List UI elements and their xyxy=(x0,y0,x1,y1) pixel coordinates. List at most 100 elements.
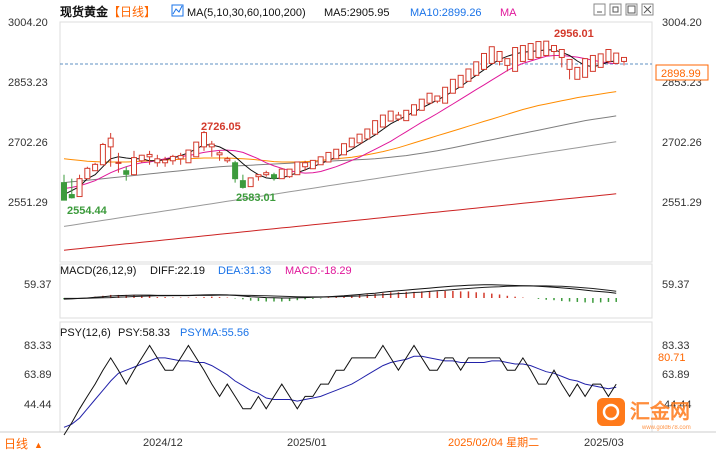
candle xyxy=(123,166,130,181)
panel-frames xyxy=(0,21,716,433)
macd-tick-right: 59.37 xyxy=(662,279,690,291)
candle xyxy=(551,45,557,60)
price-tick-left-2: 2702.26 xyxy=(8,137,48,149)
minimize-icon[interactable] xyxy=(593,3,606,16)
candle xyxy=(535,41,542,58)
macd-dea-label: DEA:31.33 xyxy=(218,265,271,277)
price-tick-left-1: 2853.23 xyxy=(8,77,48,89)
ma-params-label: MA(5,10,30,60,100,200) xyxy=(187,7,306,19)
candle xyxy=(154,154,161,167)
candle xyxy=(84,166,91,180)
candle xyxy=(333,148,340,160)
candle xyxy=(379,114,386,128)
ma5-label: MA5:2905.95 xyxy=(324,7,389,19)
candle xyxy=(597,53,604,68)
candle xyxy=(558,49,565,68)
candle xyxy=(302,160,309,171)
footer-period-label[interactable]: 日线 xyxy=(4,437,28,451)
candle xyxy=(162,156,169,167)
candle xyxy=(263,170,270,177)
footer-dropdown-icon[interactable]: ▲ xyxy=(34,440,43,450)
candle xyxy=(325,151,332,163)
candle xyxy=(68,178,75,199)
macd-dea-line xyxy=(64,285,617,299)
macd-diff-label: DIFF:22.19 xyxy=(150,265,205,277)
ma30-line xyxy=(63,91,617,163)
panel-frame-0 xyxy=(59,21,653,263)
candle xyxy=(309,159,316,170)
candle xyxy=(193,141,200,158)
psy-side-tick: 44.44 xyxy=(664,399,692,411)
brand-name: 汇金网 xyxy=(630,399,690,423)
psyma-line xyxy=(63,355,617,428)
psy-tick-left-1: 63.89 xyxy=(24,369,52,381)
candle xyxy=(605,49,612,64)
candle xyxy=(239,174,246,189)
candle xyxy=(107,132,114,167)
close-icon[interactable] xyxy=(641,3,654,16)
candle xyxy=(519,45,526,62)
candle xyxy=(294,161,301,176)
maximize-icon[interactable] xyxy=(625,3,638,16)
ma5-line xyxy=(63,49,617,196)
price-tick-right-0: 3004.20 xyxy=(662,17,702,29)
period-label[interactable]: 【日线】 xyxy=(108,5,156,19)
candle xyxy=(364,128,371,140)
ma10-line xyxy=(63,55,617,190)
psy-tick-left-2: 44.44 xyxy=(24,399,52,411)
candle xyxy=(138,154,145,163)
moving-averages xyxy=(63,49,617,251)
x-tick-0: 2024/12 xyxy=(143,437,183,449)
candle xyxy=(115,152,122,173)
candle xyxy=(99,142,106,166)
crosshair-date-box xyxy=(447,434,559,449)
candle xyxy=(418,98,425,111)
candle xyxy=(255,174,262,181)
low-annotation-2: 2583.01 xyxy=(236,192,276,204)
psy-title: PSY(12,6) xyxy=(60,327,111,339)
candle xyxy=(613,52,620,64)
restore-icon[interactable] xyxy=(609,3,622,16)
psy-tick-right-1: 63.89 xyxy=(662,369,690,381)
candle xyxy=(146,150,153,165)
candle xyxy=(348,137,355,148)
current-price-tag xyxy=(655,64,709,81)
brand-logo-icon xyxy=(597,398,625,426)
candle xyxy=(574,66,581,80)
macd-tick-left: 59.37 xyxy=(24,279,52,291)
candle xyxy=(224,156,231,163)
candle xyxy=(208,140,215,157)
ma100-line xyxy=(63,141,617,227)
candle xyxy=(512,47,519,72)
candle xyxy=(621,56,627,66)
candle xyxy=(177,152,184,165)
panel-frame-1 xyxy=(59,263,653,319)
instrument-title: 现货黄金 xyxy=(60,4,109,19)
psy-value-tag: 80.71 xyxy=(658,352,686,364)
candle xyxy=(496,50,503,66)
macd-series xyxy=(63,284,617,303)
price-tick-left-3: 2551.29 xyxy=(8,197,48,209)
candle xyxy=(473,61,480,76)
ma-settings-icon[interactable] xyxy=(171,4,184,17)
x-tick-3: 2025/03 xyxy=(584,437,624,449)
price-tick-left-0: 3004.20 xyxy=(8,17,48,29)
price-tick-right-3: 2551.29 xyxy=(662,197,702,209)
low-annotation-1: 2554.44 xyxy=(67,205,108,217)
brand-url: www.gold678.com xyxy=(641,425,691,431)
candle xyxy=(131,150,137,176)
ma-more-label: MA xyxy=(500,7,517,19)
candle xyxy=(442,86,449,104)
price-y-axis: 3004.20 2853.23 2702.26 2551.29 3004.20 … xyxy=(8,17,702,209)
ma60-line xyxy=(63,115,617,184)
psy-tick-right-0: 83.33 xyxy=(662,340,690,352)
candle xyxy=(92,162,99,172)
current-price-value: 2898.99 xyxy=(661,68,701,80)
ma10-label: MA10:2899.26 xyxy=(410,7,482,19)
x-tick-1: 2025/01 xyxy=(287,437,327,449)
candle xyxy=(216,150,223,161)
high-annotation-1: 2726.05 xyxy=(201,121,241,133)
candle xyxy=(278,168,285,180)
candle xyxy=(395,111,402,122)
